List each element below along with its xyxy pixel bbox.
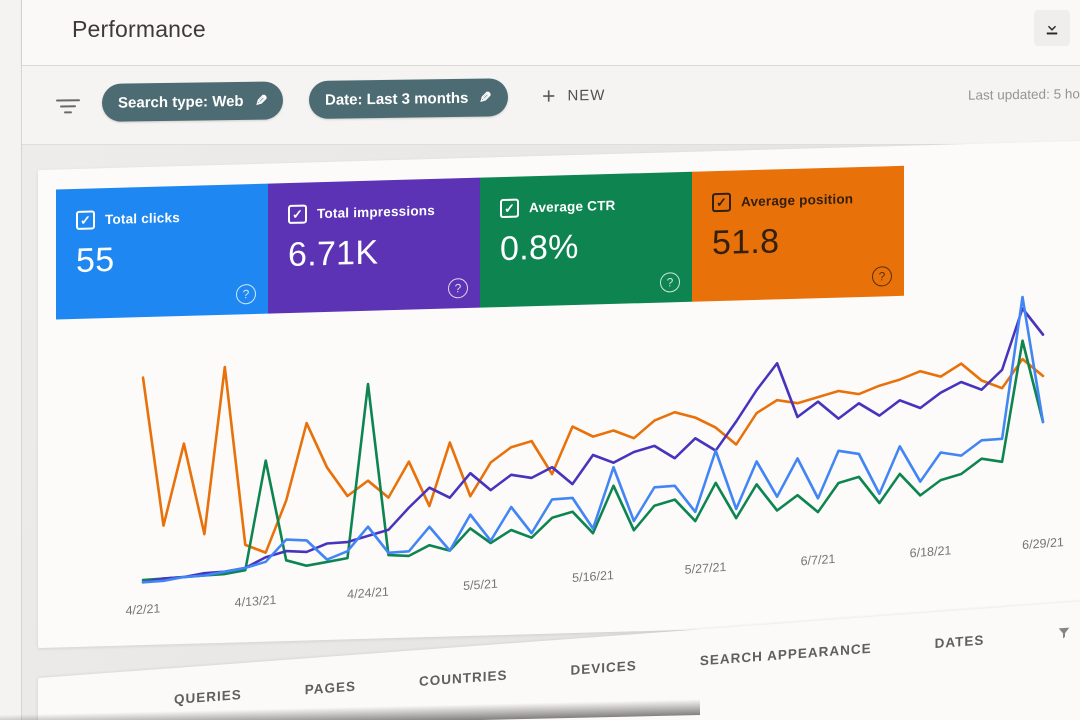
x-axis-label: 4/2/21 (125, 601, 161, 618)
tab-countries[interactable]: COUNTRIES (419, 667, 508, 690)
new-filter-button[interactable]: + NEW (542, 82, 606, 109)
checked-checkbox-icon[interactable]: ✓ (76, 210, 95, 230)
tab-pages[interactable]: PAGES (304, 678, 357, 698)
average-ctr-card[interactable]: ✓ Average CTR 0.8% ? (480, 171, 692, 308)
x-axis-label: 5/5/21 (463, 576, 498, 594)
metric-value: 0.8% (500, 227, 579, 269)
checked-checkbox-icon[interactable]: ✓ (288, 204, 307, 225)
date-range-filter-chip[interactable]: Date: Last 3 months ✎ (309, 78, 508, 119)
edit-pencil-icon: ✎ (254, 92, 268, 110)
metric-value: 55 (76, 240, 115, 280)
chip-label: Search type: Web (118, 92, 244, 112)
dimension-tabs-panel: QUERIES PAGES COUNTRIES DEVICES SEARCH A… (38, 600, 1080, 720)
screen-left-edge (0, 0, 22, 720)
x-axis-label: 6/29/21 (1022, 535, 1064, 553)
export-button[interactable] (1034, 10, 1070, 46)
line-series-impressions (141, 307, 1045, 584)
help-icon[interactable]: ? (448, 277, 468, 299)
page-header: Performance (22, 0, 1080, 66)
x-axis-label: 4/24/21 (347, 584, 389, 602)
page-title: Performance (72, 16, 206, 42)
x-axis-label: 6/7/21 (800, 551, 836, 569)
tab-queries[interactable]: QUERIES (174, 687, 242, 708)
checked-checkbox-icon[interactable]: ✓ (712, 192, 731, 213)
line-series-ctr (141, 339, 1045, 582)
metric-label: Average CTR (529, 197, 616, 216)
filter-toolbar: Search type: Web ✎ Date: Last 3 months ✎… (22, 66, 1080, 145)
edit-pencil-icon: ✎ (479, 89, 492, 107)
line-series-position (141, 357, 1045, 554)
table-filter-funnel-icon[interactable] (1056, 624, 1072, 641)
x-axis-label: 5/27/21 (684, 559, 727, 577)
time-series-chart: 4/2/21 4/13/21 4/24/21 5/5/21 5/16/21 5/27/21… (126, 267, 1064, 627)
x-axis-label: 5/16/21 (572, 568, 614, 586)
tab-search-appearance[interactable]: SEARCH APPEARANCE (699, 640, 872, 669)
filter-list-icon[interactable] (55, 95, 81, 114)
x-axis-label: 6/18/21 (909, 543, 952, 561)
checked-checkbox-icon[interactable]: ✓ (500, 198, 519, 219)
plus-icon: + (542, 82, 556, 109)
total-impressions-card[interactable]: ✓ Total impressions 6.71K ? (268, 177, 480, 314)
search-type-filter-chip[interactable]: Search type: Web ✎ (102, 81, 284, 122)
metric-value: 6.71K (288, 233, 379, 275)
tab-dates[interactable]: DATES (934, 632, 985, 652)
performance-chart-panel: ✓ Total clicks 55 ? ✓ Total impressions … (38, 140, 1080, 648)
x-axis-label: 4/13/21 (234, 592, 277, 610)
line-series-clicks (141, 295, 1045, 584)
new-filter-label: NEW (567, 86, 606, 104)
metric-label: Average position (741, 191, 854, 210)
chart-lines (141, 295, 1045, 584)
chip-label: Date: Last 3 months (325, 89, 469, 109)
total-clicks-card[interactable]: ✓ Total clicks 55 ? (56, 183, 268, 320)
metric-label: Total impressions (317, 202, 435, 222)
help-icon[interactable]: ? (660, 272, 680, 293)
help-icon[interactable]: ? (236, 283, 256, 305)
metric-value: 51.8 (712, 222, 780, 263)
download-icon (1043, 19, 1061, 37)
tab-devices[interactable]: DEVICES (570, 658, 637, 678)
last-updated-text: Last updated: 5 hour (968, 86, 1080, 103)
metric-label: Total clicks (105, 210, 180, 228)
